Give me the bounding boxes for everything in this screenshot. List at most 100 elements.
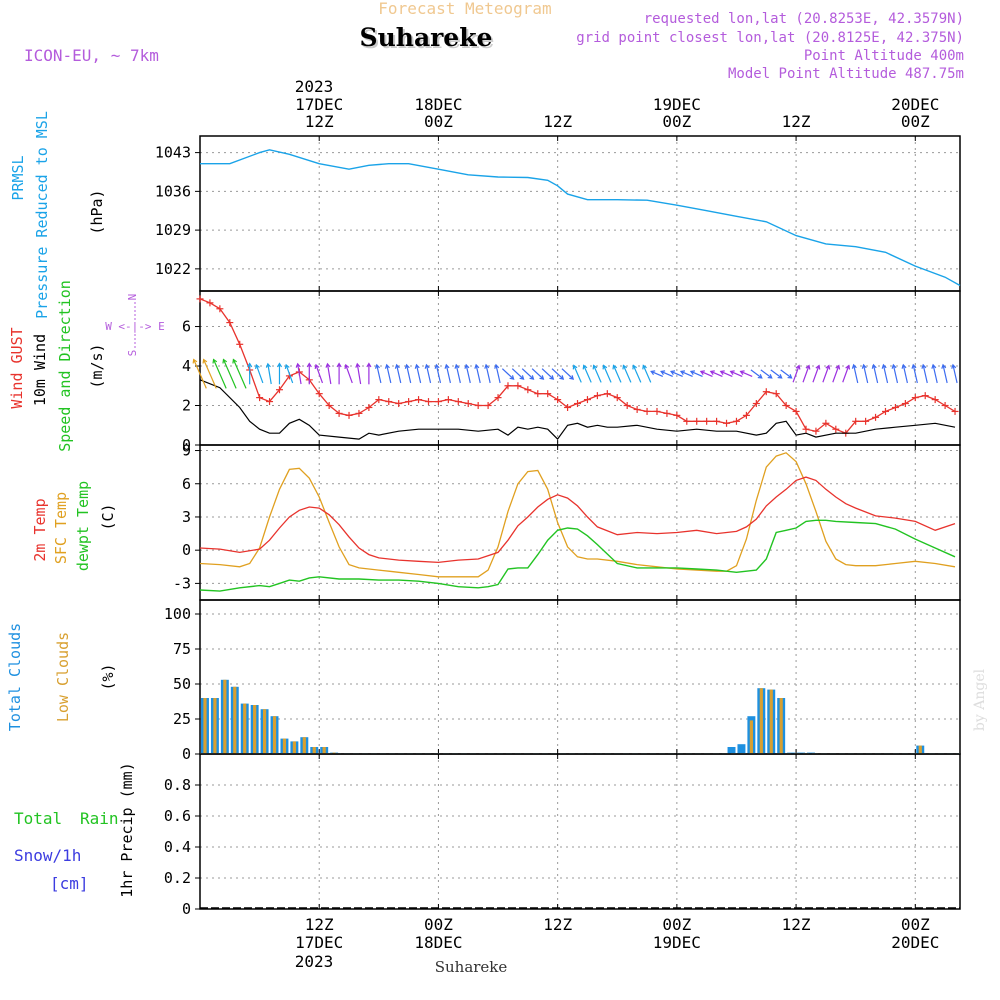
wind-arrow	[660, 370, 673, 377]
precip-panel: 0.8 0.6 0.4 0.2 0	[164, 753, 961, 918]
low-cloud-bar	[223, 679, 227, 754]
wind-arrow-head	[612, 364, 618, 370]
wind-arrow-head	[901, 363, 907, 369]
wind-arrow	[842, 365, 850, 383]
wind-arrow-head	[861, 363, 867, 369]
pressure-ytick-label: 1036	[155, 182, 191, 200]
wind-arrow	[435, 364, 442, 384]
temp-ytick-label: 9	[182, 442, 191, 460]
wind-arrow	[501, 368, 515, 380]
wind-arrow	[750, 369, 763, 379]
wind-arrow	[297, 363, 302, 385]
top-date-label: 19DEC	[653, 95, 701, 114]
wind-arrow	[770, 369, 783, 379]
bottom-hour-label: 12Z	[782, 915, 811, 934]
wind-arrow	[650, 370, 664, 377]
wind-arrow	[551, 368, 564, 380]
wind-arrow-head	[767, 374, 773, 379]
low-cloud-bar	[759, 688, 763, 754]
wind-arrow	[872, 364, 879, 384]
wind-arrow	[541, 368, 554, 380]
wind-arrow-head	[265, 362, 271, 368]
clouds-ytick-label: 25	[173, 710, 191, 728]
low-cloud-bar	[749, 720, 753, 754]
wind-arrow-head	[494, 363, 500, 369]
wind-arrow-head	[709, 370, 715, 376]
low-cloud-bar	[282, 738, 287, 754]
location-title-shadow: Suhareke	[362, 25, 495, 54]
model-point-altitude: Model Point Altitude 487.75m	[728, 66, 964, 82]
wind-arrow-head	[632, 364, 638, 370]
wind-arrow	[603, 365, 612, 383]
wind-arrow	[445, 364, 452, 384]
temperature-panel: 9 6 3 0 -3	[173, 442, 961, 601]
wind-arrow	[222, 359, 237, 389]
wind-arrow	[593, 365, 602, 383]
low-cloud-bar	[213, 698, 217, 754]
wind-arrow	[386, 364, 392, 384]
precip-axis-label: 1hr Precip (mm)	[118, 762, 136, 897]
compass-we: W <-|-> E	[105, 320, 165, 333]
precip-ytick-label: 0.4	[164, 838, 191, 856]
bottom-hour-label: 12Z	[305, 915, 334, 934]
bottom-date-label: 18DEC	[414, 933, 462, 952]
low-clouds-label: Low Clouds	[54, 632, 72, 722]
location-title: Suhareke	[360, 23, 493, 52]
wind-arrow-head	[424, 363, 430, 369]
wind-arrow-head	[642, 364, 647, 370]
top-date-label: 17DEC	[295, 95, 343, 114]
wind-arrow-head	[679, 370, 686, 376]
temp-ytick-label: 6	[182, 475, 191, 493]
wind-arrow	[892, 364, 899, 384]
wind-arrow	[255, 364, 264, 384]
clouds-panel: 100 75 50 25 0	[164, 599, 961, 763]
prmsl-line	[200, 149, 961, 287]
wind-arrow	[232, 359, 247, 389]
low-cloud-bar	[779, 698, 783, 754]
wind-arrow-head	[941, 363, 947, 369]
precip-total-label: Total	[14, 809, 62, 828]
wind-10m-label: 10m Wind	[31, 334, 49, 406]
wind-arrow	[822, 365, 830, 383]
wind-arrow-head	[891, 363, 897, 369]
top-hour-label: 00Z	[662, 112, 691, 131]
wind-arrow-head	[336, 362, 342, 368]
wind-arrow-head	[394, 363, 400, 369]
wind-direction-label: Speed and Direction	[56, 280, 74, 452]
temp-unit: (C)	[99, 503, 117, 530]
wind-arrow-head	[835, 364, 841, 370]
wind-arrow-head	[787, 374, 793, 379]
low-cloud-bar	[312, 747, 316, 754]
wind-arrow-head	[295, 362, 301, 368]
wind-arrow-head	[805, 364, 811, 370]
wind-arrow-head	[825, 364, 831, 370]
precip-snow-label: Snow/1h	[14, 846, 81, 865]
wind-arrow-head	[795, 364, 801, 370]
wind-arrow-head	[660, 370, 666, 376]
wind-arrow-head	[374, 363, 380, 369]
wind-arrow-head	[344, 363, 350, 369]
bottom-date-label: 17DEC	[295, 933, 343, 952]
wind-10m-line	[199, 379, 956, 441]
wind-arrow	[315, 364, 324, 384]
pressure-panel: 1043 1036 1029 1022	[155, 135, 961, 292]
wind-arrow-head	[739, 370, 745, 376]
wind-arrow-head	[871, 363, 877, 369]
wind-arrow	[285, 364, 294, 384]
wind-arrow	[573, 365, 582, 383]
temp-ytick-label: -3	[173, 574, 191, 592]
low-cloud-bar	[302, 737, 306, 754]
wind-arrow	[942, 364, 948, 384]
precip-cm-label: [cm]	[50, 874, 89, 893]
wind-arrow	[521, 368, 534, 380]
wind-arrow-head	[276, 362, 283, 368]
wind-arrow	[405, 364, 412, 384]
pressure-label-msl: Pressure Reduced to MSL	[33, 111, 51, 319]
wind-arrow	[531, 368, 544, 380]
compass-n: N	[126, 294, 139, 301]
wind-arrow	[802, 365, 810, 383]
wind-arrow-head	[592, 364, 598, 370]
temp-dewpt-label: dewpt Temp	[74, 481, 92, 571]
wind-arrow-head	[669, 370, 676, 376]
